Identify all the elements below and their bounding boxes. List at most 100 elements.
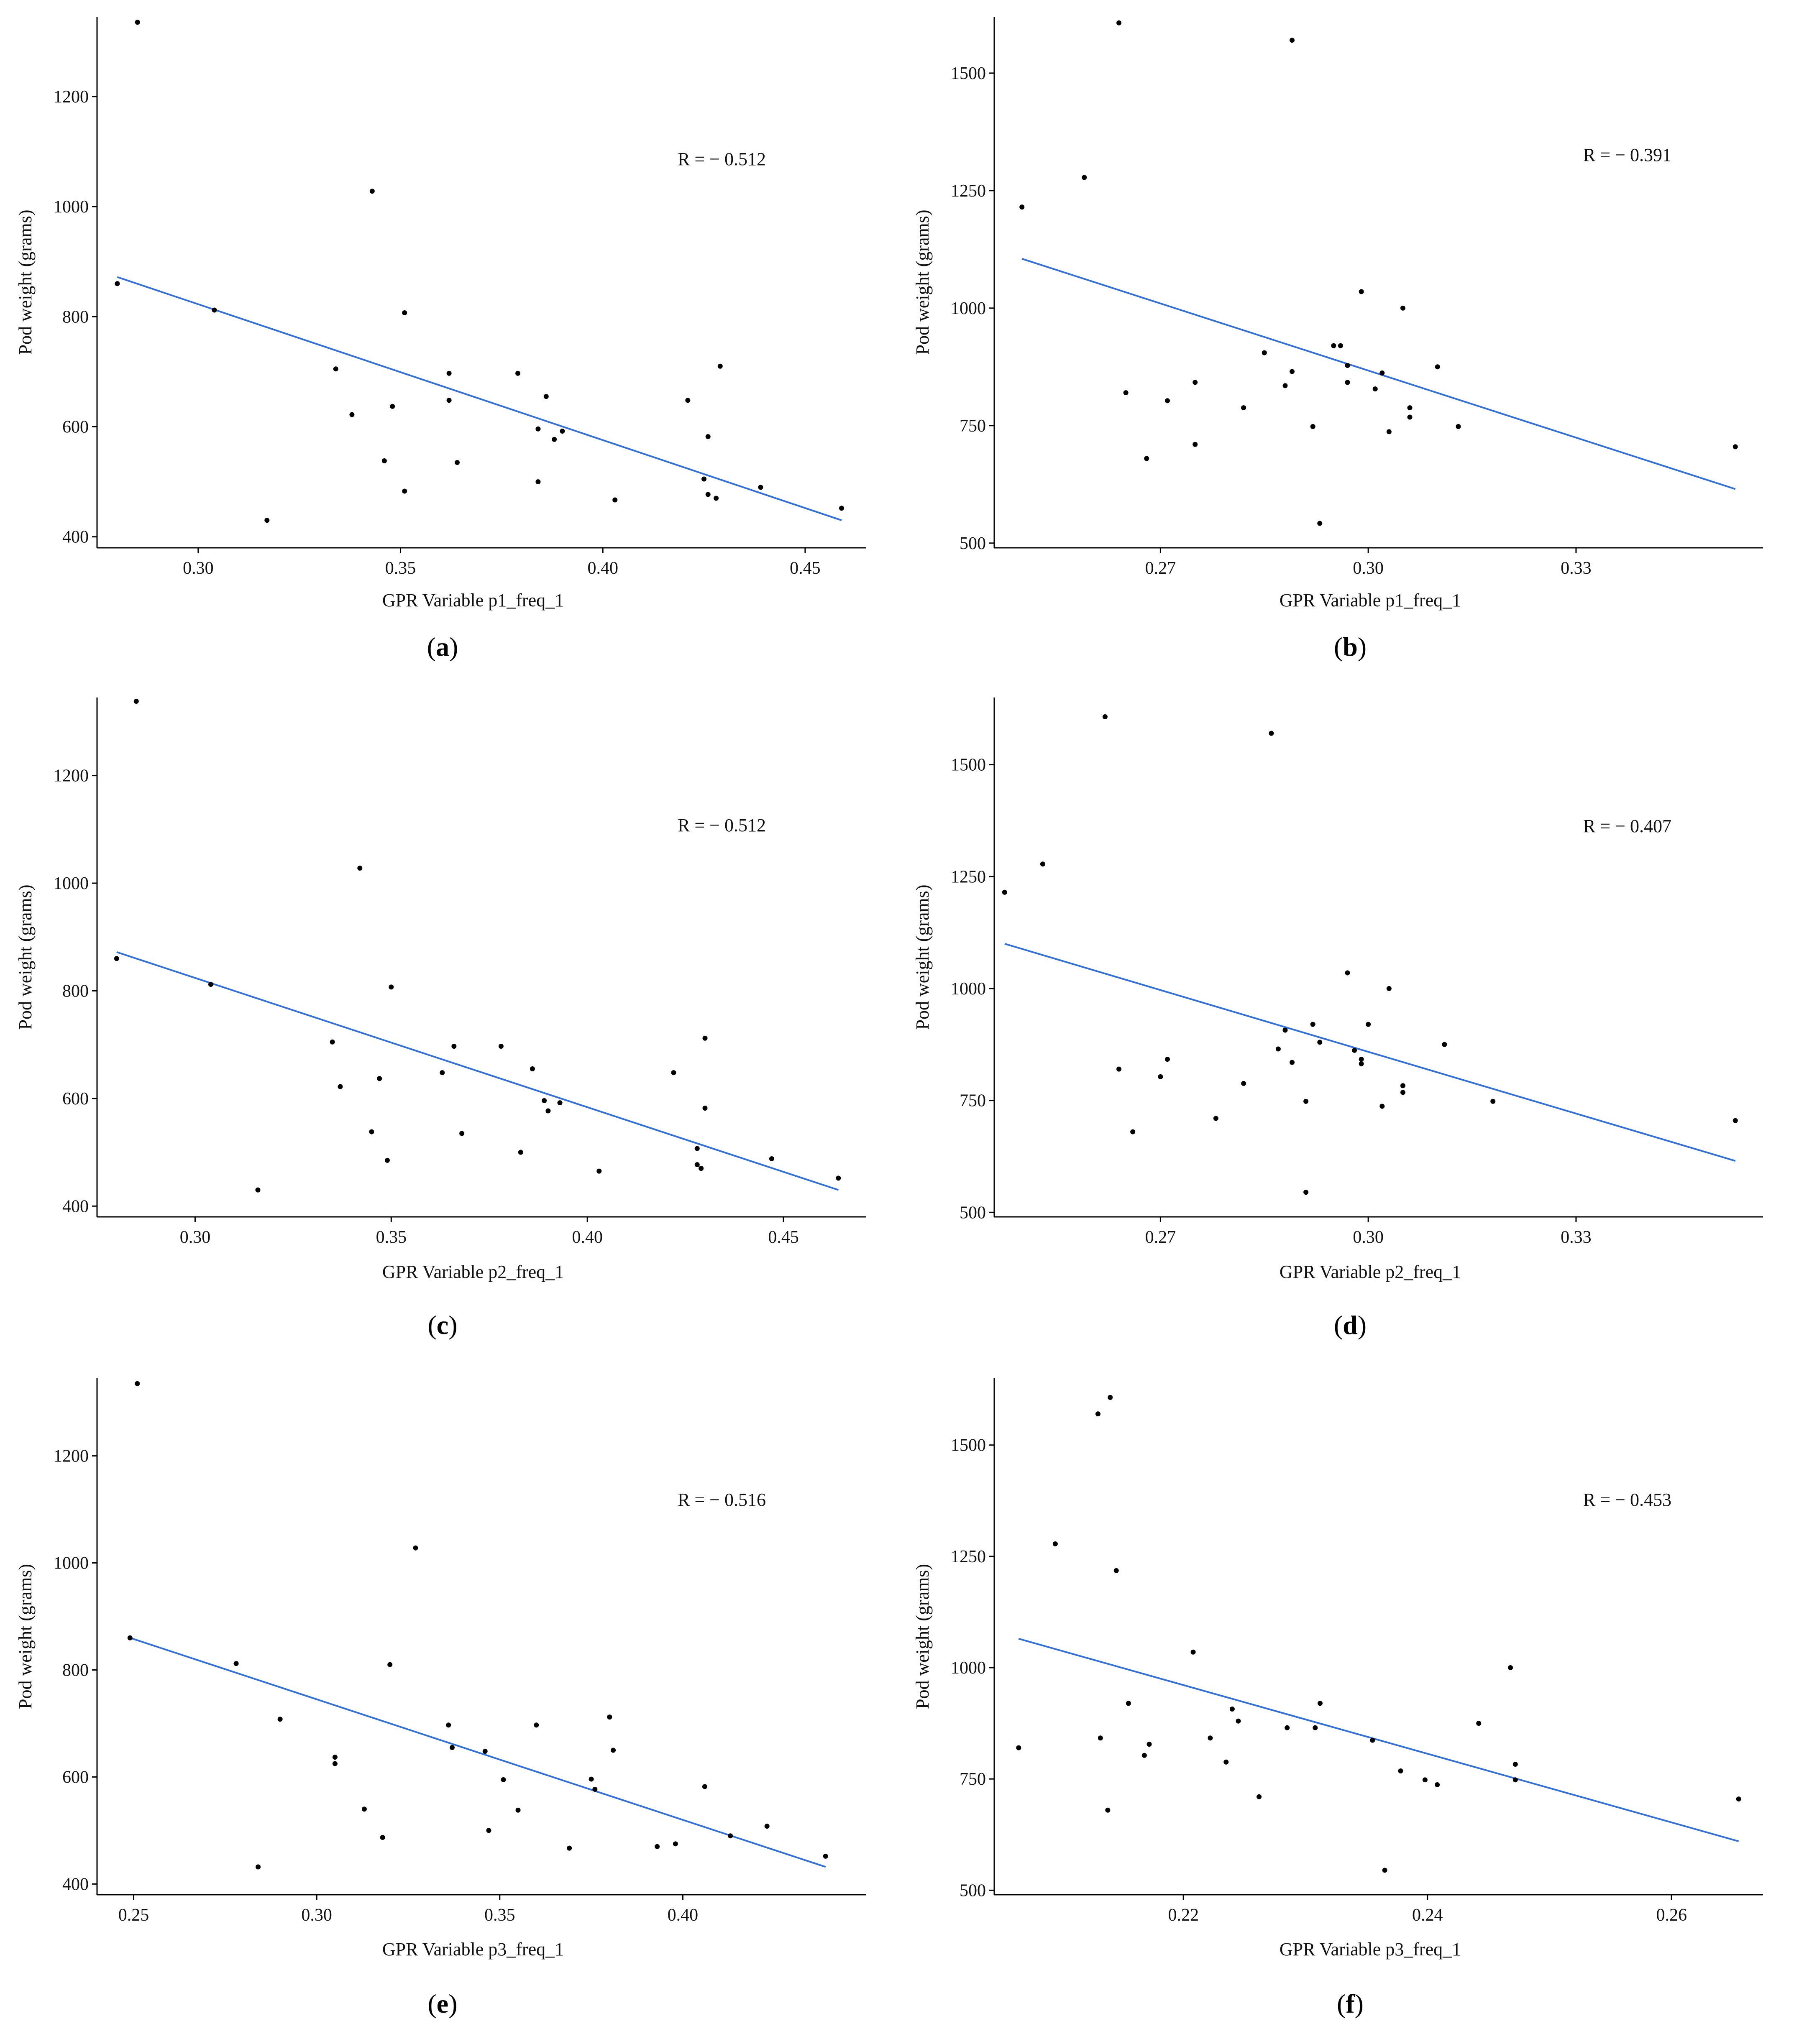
- data-point: [482, 1749, 488, 1754]
- data-point: [714, 496, 719, 501]
- data-point: [377, 1076, 382, 1081]
- y-tick-label: 1000: [54, 874, 89, 893]
- data-point: [1422, 1777, 1428, 1783]
- data-point: [357, 865, 363, 871]
- data-point: [1158, 1074, 1163, 1079]
- y-tick-label: 500: [960, 1881, 986, 1900]
- data-point: [515, 1807, 521, 1813]
- data-point: [486, 1828, 491, 1833]
- data-point: [369, 189, 375, 194]
- data-point: [1352, 1048, 1357, 1053]
- data-point: [1372, 386, 1378, 392]
- regression-line: [1018, 1638, 1739, 1842]
- data-point: [390, 404, 395, 409]
- data-point: [1130, 1129, 1136, 1134]
- data-point: [369, 1129, 374, 1134]
- caption-a: (a): [427, 632, 458, 662]
- data-point: [332, 1755, 338, 1760]
- data-point: [685, 398, 691, 403]
- y-tick-label: 1200: [54, 1447, 89, 1466]
- data-point: [518, 1150, 523, 1155]
- data-point: [1359, 289, 1364, 294]
- scatter-plot-c: 400 600 800 1000 1200 0.30 0.35 0.40 0.45 GPR Var…: [15, 698, 866, 1282]
- data-point: [758, 485, 763, 490]
- data-point: [567, 1845, 572, 1851]
- data-point: [1345, 970, 1350, 976]
- data-point: [333, 366, 338, 372]
- data-point: [705, 434, 711, 439]
- data-point: [1241, 1081, 1246, 1086]
- chart-panel-f: 500 750 1000 1250 1500 0.22 0.24 0.26 GPR Variab…: [897, 1362, 1794, 2042]
- y-tick-label: 1250: [951, 867, 986, 887]
- correlation-annotation: R = − 0.391: [1583, 145, 1671, 165]
- data-point: [701, 476, 707, 482]
- correlation-annotation: R = − 0.512: [678, 149, 766, 169]
- data-point: [1229, 1707, 1235, 1712]
- y-axis-label: Pod weight (grams): [15, 884, 36, 1030]
- y-tick-label: 1250: [951, 181, 986, 201]
- data-point: [607, 1714, 612, 1720]
- data-point: [332, 1761, 338, 1766]
- data-point: [1512, 1777, 1518, 1783]
- chart-panel-d: 500 750 1000 1250 1500 0.27 0.30 0.33 GPR Variab…: [897, 681, 1794, 1362]
- data-point: [402, 488, 407, 494]
- regression-line: [117, 276, 842, 521]
- y-tick-label: 400: [62, 1197, 89, 1216]
- data-point: [1019, 204, 1025, 210]
- correlation-annotation: R = − 0.512: [678, 815, 766, 835]
- x-tick-label: 0.30: [183, 559, 214, 578]
- data-point: [1313, 1725, 1318, 1730]
- data-point: [1398, 1768, 1403, 1774]
- caption-letter: f: [1346, 1989, 1355, 2018]
- data-point: [1317, 521, 1323, 526]
- regression-line: [116, 951, 839, 1191]
- caption-letter: d: [1343, 1310, 1358, 1340]
- data-point: [705, 492, 711, 497]
- x-tick-label: 0.45: [790, 559, 821, 578]
- data-point: [1123, 390, 1129, 396]
- data-point: [1095, 1411, 1100, 1417]
- data-point: [1241, 405, 1246, 411]
- x-tick-label: 0.35: [484, 1906, 515, 1925]
- y-tick-label: 1500: [951, 1436, 986, 1455]
- data-point: [1476, 1721, 1482, 1726]
- data-point: [1040, 861, 1045, 867]
- data-point: [135, 20, 140, 25]
- data-point: [557, 1100, 563, 1106]
- data-point: [1282, 1027, 1288, 1033]
- chart-panel-a: 400 600 800 1000 1200 0.30 0.35 0.40 0.45 GPR Var…: [0, 0, 897, 681]
- data-point: [349, 412, 355, 417]
- x-tick-label: 0.40: [668, 1906, 699, 1925]
- x-tick-label: 0.33: [1561, 559, 1592, 578]
- data-point: [534, 1722, 539, 1728]
- y-axis-label: Pod weight (grams): [15, 1564, 36, 1709]
- x-tick-label: 0.26: [1656, 1906, 1687, 1925]
- data-point: [256, 1864, 261, 1870]
- data-point: [728, 1833, 733, 1839]
- scatter-plot-d: 500 750 1000 1250 1500 0.27 0.30 0.33 GPR Variab…: [912, 698, 1763, 1282]
- scatter-plot-a: 400 600 800 1000 1200 0.30 0.35 0.40 0.45 GPR Var…: [15, 17, 866, 611]
- data-point: [454, 460, 460, 465]
- data-point: [1386, 986, 1392, 991]
- data-point: [611, 1748, 616, 1753]
- data-point: [694, 1162, 700, 1168]
- data-point: [449, 1745, 455, 1750]
- data-point: [1016, 1745, 1021, 1750]
- data-point: [501, 1777, 506, 1782]
- data-point: [1082, 175, 1087, 180]
- y-tick-label: 750: [960, 1091, 986, 1111]
- data-point: [530, 1066, 535, 1072]
- data-point: [1359, 1061, 1364, 1066]
- x-tick-label: 0.27: [1145, 559, 1176, 578]
- data-point: [1338, 343, 1343, 348]
- y-tick-label: 600: [62, 1768, 89, 1787]
- data-point: [1435, 364, 1440, 370]
- y-tick-label: 800: [62, 981, 89, 1001]
- data-point: [535, 426, 541, 432]
- data-point: [1400, 305, 1405, 311]
- y-tick-label: 750: [960, 1770, 986, 1789]
- data-point: [361, 1806, 367, 1812]
- data-point: [1331, 343, 1336, 348]
- x-tick-label: 0.30: [1353, 559, 1384, 578]
- data-point: [1147, 1742, 1152, 1747]
